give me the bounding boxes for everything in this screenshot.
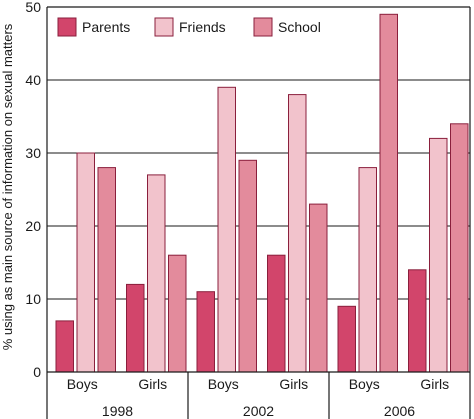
axes [46, 6, 471, 419]
legend-swatch-school [253, 17, 273, 37]
bar-parents [408, 269, 427, 373]
x-category-label: Girls [138, 376, 167, 392]
x-category-label: Girls [420, 376, 449, 392]
bar-friends [429, 137, 448, 373]
bar-friends [76, 152, 95, 373]
x-category-label: Boys [67, 376, 98, 392]
legend-swatch-friends [154, 17, 174, 37]
bar-school [168, 254, 187, 373]
bar-friends [217, 86, 236, 373]
legend: Parents Friends School [57, 17, 321, 37]
bar-parents [55, 320, 74, 373]
bar-parents [196, 291, 215, 373]
y-tick-label: 50 [25, 0, 41, 15]
legend-label-friends: Friends [179, 19, 226, 35]
bar-school [309, 203, 328, 373]
legend-swatch-parents [57, 17, 77, 37]
bar-school [97, 167, 116, 373]
x-group-label: 1998 [102, 403, 133, 419]
bar-school [450, 123, 469, 373]
bar-parents [337, 305, 356, 373]
y-tick-label: 10 [25, 291, 41, 307]
y-tick-label: 40 [25, 72, 41, 88]
bar-parents [267, 254, 286, 373]
bar-friends [358, 167, 377, 373]
y-tick-label: 0 [33, 364, 41, 380]
bar-school [379, 13, 398, 373]
axis-labels: 0 10 20 30 40 50 Boys Girls Boys Girls Boys Girls 19… [25, 0, 449, 419]
y-axis-label: % using as main source of information on… [0, 23, 15, 350]
legend-label-school: School [278, 19, 321, 35]
bar-parents [126, 283, 145, 373]
x-category-label: Boys [349, 376, 380, 392]
bar-friends [147, 174, 166, 373]
bars [55, 13, 469, 373]
x-category-label: Girls [279, 376, 308, 392]
bar-school [238, 159, 257, 373]
y-tick-label: 30 [25, 145, 41, 161]
x-group-label: 2006 [384, 403, 415, 419]
x-group-label: 2002 [243, 403, 274, 419]
legend-label-parents: Parents [82, 19, 130, 35]
x-category-label: Boys [208, 376, 239, 392]
y-tick-label: 20 [25, 218, 41, 234]
bar-friends [288, 94, 307, 373]
